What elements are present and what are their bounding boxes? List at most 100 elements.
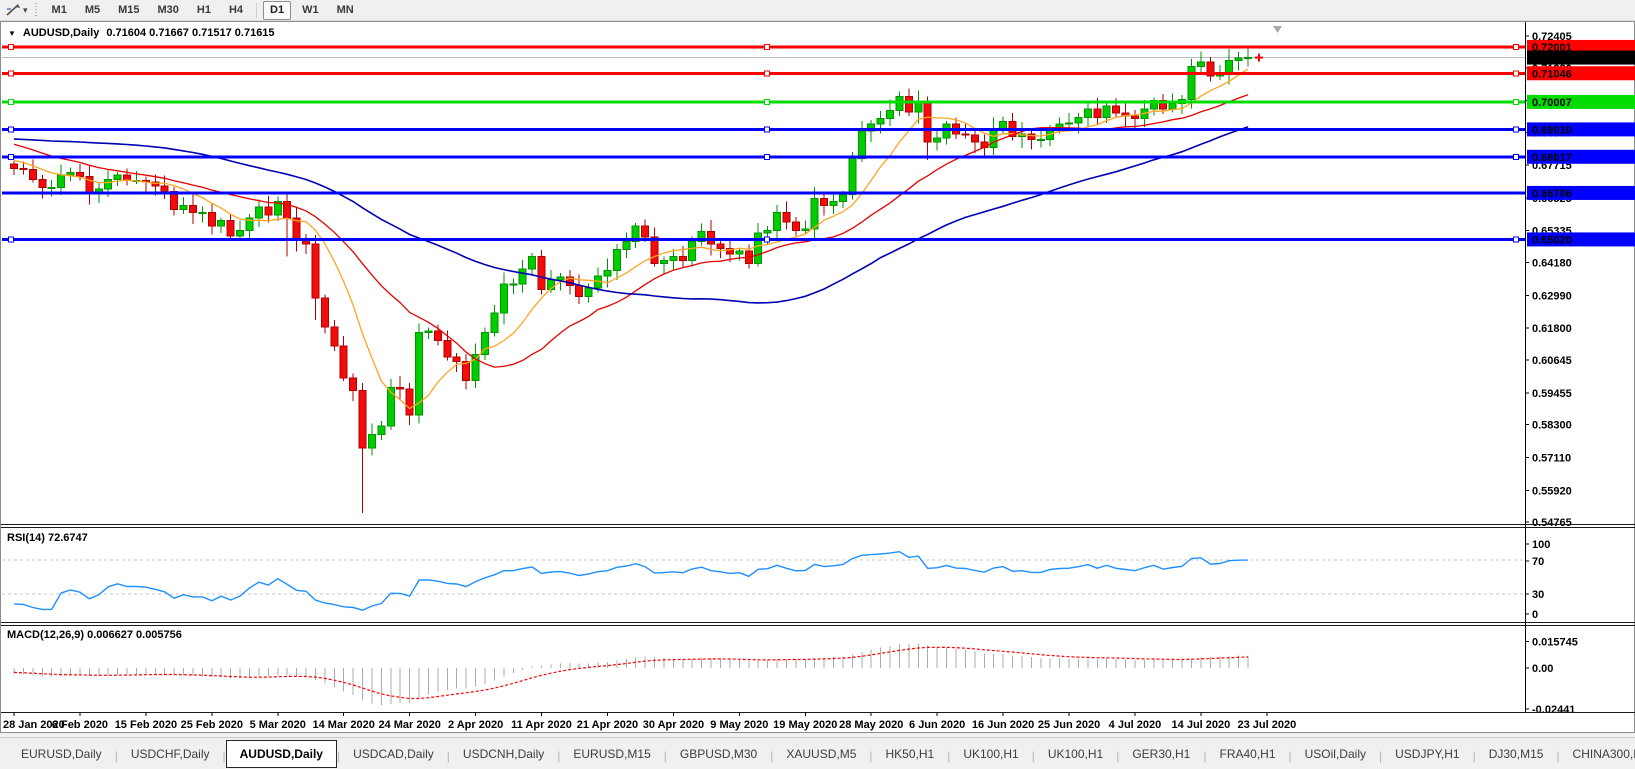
price-tick-label: 0.57110 — [1532, 453, 1571, 465]
timeframe-button-m1[interactable]: M1 — [51, 4, 67, 16]
timeframe-button-h4[interactable]: H4 — [228, 4, 244, 16]
price-label-0.66706[interactable] — [1527, 185, 1635, 200]
candle-body — [452, 356, 461, 362]
timeframe-button-m30[interactable]: M30 — [157, 4, 179, 16]
chart-tab-uk100-h1[interactable]: UK100,H1 — [963, 747, 1019, 761]
candle-body — [895, 96, 904, 111]
price-label-0.72001[interactable] — [1527, 39, 1635, 54]
price-tick-label: 0.60645 — [1532, 355, 1572, 367]
line-handle[interactable] — [764, 236, 770, 243]
chart-tab-eurusd-m15[interactable]: EURUSD,M15 — [573, 747, 651, 761]
line-handle[interactable] — [8, 43, 14, 50]
toolbar-grip[interactable] — [33, 2, 39, 18]
current-price-label[interactable] — [1527, 50, 1635, 65]
line-handle[interactable] — [8, 126, 14, 133]
timeframe-button-w1[interactable]: W1 — [302, 4, 319, 16]
timeframe-button-d1[interactable]: D1 — [263, 0, 292, 20]
line-handle[interactable] — [1513, 98, 1519, 105]
price-label-0.70007[interactable] — [1527, 94, 1635, 109]
chart-tab-usdchf-daily[interactable]: USDCHF,Daily — [130, 747, 210, 761]
candle-body — [923, 101, 932, 143]
candle-body — [1196, 61, 1205, 67]
candle-body — [273, 200, 282, 216]
chart-tab-hk50-h1[interactable]: HK50,H1 — [885, 747, 935, 761]
moving-average-20 — [13, 94, 1249, 368]
candle-body — [876, 118, 885, 125]
candle-body — [349, 377, 358, 391]
candle-body — [961, 133, 970, 136]
candle-body — [405, 388, 414, 416]
candle-body — [330, 326, 339, 347]
candle-body — [198, 211, 207, 214]
rsi-line — [13, 550, 1249, 611]
line-handle[interactable] — [8, 236, 14, 243]
date-tick-label: 16 Jun 2020 — [972, 719, 1034, 731]
chart-tab-usdjpy-h1[interactable]: USDJPY,H1 — [1395, 747, 1460, 761]
chart-tab-audusd-daily[interactable]: AUDUSD,Daily — [225, 740, 337, 768]
candle-body — [942, 123, 951, 139]
candle-body — [358, 389, 367, 449]
date-tick-label: 4 Jul 2020 — [1109, 719, 1162, 731]
chart-tab-xauusd-m5[interactable]: XAUUSD,M5 — [786, 747, 857, 761]
timeframe-button-mn[interactable]: MN — [336, 4, 354, 16]
line-handle[interactable] — [8, 70, 14, 77]
candle-body — [725, 247, 734, 255]
chart-tab-dj30-m15[interactable]: DJ30,M15 — [1488, 747, 1544, 761]
symbol-dropdown-icon[interactable]: ▼ — [8, 28, 16, 38]
chart-tab-eurusd-daily[interactable]: EURUSD,Daily — [21, 747, 102, 761]
date-tick-label: 9 May 2020 — [710, 719, 768, 731]
chart-tab-fra40-h1[interactable]: FRA40,H1 — [1219, 747, 1276, 761]
candle-body — [867, 123, 876, 132]
chart-tab-usdcnh-daily[interactable]: USDCNH,Daily — [462, 747, 545, 761]
line-handle[interactable] — [1513, 43, 1519, 50]
chart-tab-usoil-daily[interactable]: USOil,Daily — [1304, 747, 1366, 761]
chart-tab-uk100-h1[interactable]: UK100,H1 — [1047, 747, 1104, 761]
candle-body — [264, 206, 273, 216]
price-label-0.71046[interactable] — [1527, 66, 1635, 81]
line-handle[interactable] — [8, 153, 14, 160]
price-label-0.65020[interactable] — [1527, 232, 1635, 247]
candle-body — [386, 387, 395, 427]
chevron-down-icon[interactable]: ▾ — [23, 4, 28, 15]
candle-body — [377, 425, 386, 435]
macd-tick-label: 0.00 — [1532, 663, 1553, 675]
chart-tab-gbpusd-m30[interactable]: GBPUSD,M30 — [679, 747, 758, 761]
line-handle[interactable] — [764, 43, 770, 50]
candle-body — [1027, 133, 1036, 140]
price-label-0.69010[interactable] — [1527, 122, 1635, 137]
line-handle[interactable] — [764, 153, 770, 160]
chart-tab-ger30-h1[interactable]: GER30,H1 — [1132, 747, 1191, 761]
candle-body — [914, 101, 923, 113]
price-chart-canvas[interactable]: 0.724050.712300.700600.688900.677150.665… — [1, 22, 1635, 734]
timeframe-button-h1[interactable]: H1 — [196, 4, 211, 16]
candle-body — [47, 187, 56, 190]
chart-tab-usdcad-daily[interactable]: USDCAD,Daily — [353, 747, 434, 761]
candle-body — [19, 167, 28, 171]
timeframe-button-m15[interactable]: M15 — [118, 4, 140, 16]
line-handle[interactable] — [8, 98, 14, 105]
line-handle[interactable] — [1513, 236, 1519, 243]
line-studies-icon[interactable] — [3, 2, 23, 18]
candle-body — [1093, 108, 1102, 118]
price-label-0.69010-label: 0.69010 — [1532, 124, 1572, 136]
line-handle[interactable] — [1513, 153, 1519, 160]
candle-body — [217, 220, 226, 227]
candle-body — [509, 283, 518, 286]
line-handle[interactable] — [1513, 126, 1519, 133]
chart-shift-marker[interactable] — [1273, 26, 1282, 33]
tab-separator: | — [336, 749, 341, 763]
candle-body — [650, 236, 659, 264]
line-handle[interactable] — [764, 98, 770, 105]
chart-tab-china300-h4[interactable]: CHINA300,H4 — [1572, 747, 1635, 761]
line-handle[interactable] — [1513, 70, 1519, 77]
line-handle[interactable] — [764, 126, 770, 133]
tab-separator: | — [947, 749, 951, 763]
timeframe-button-m5[interactable]: M5 — [84, 4, 101, 16]
candle-body — [659, 260, 668, 264]
line-handle[interactable] — [764, 70, 770, 77]
price-label-0.68017[interactable] — [1527, 149, 1635, 164]
candle-body — [481, 331, 489, 355]
candle-body — [641, 225, 650, 238]
candle-body — [1234, 57, 1243, 62]
price-label-0.66706-label: 0.66706 — [1532, 188, 1572, 200]
